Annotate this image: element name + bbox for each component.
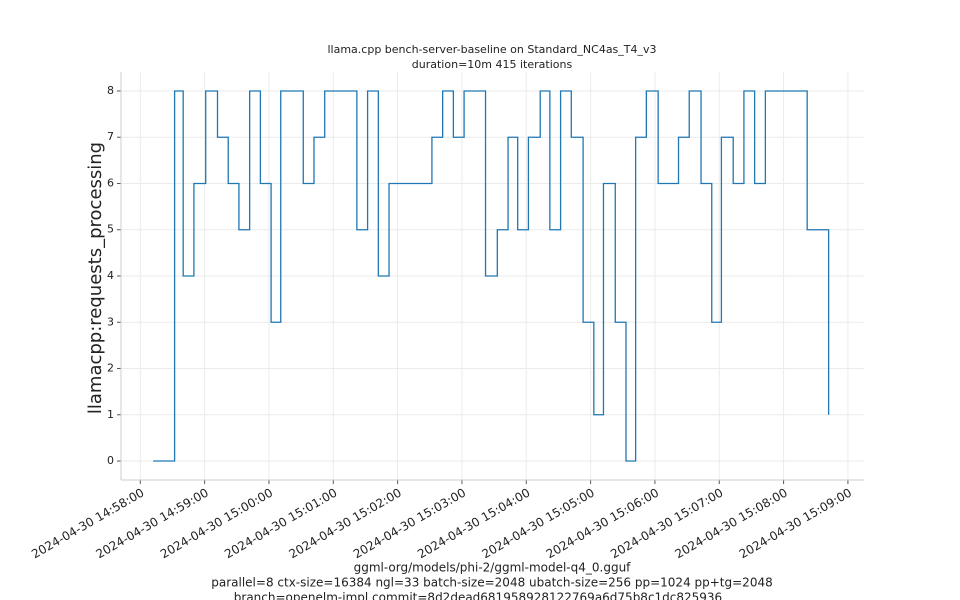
y-tick-label: 5 xyxy=(107,223,114,236)
data-line xyxy=(153,90,830,462)
x-tick-label: 2024-04-30 15:04:00 xyxy=(415,486,532,562)
x-tick-label: 2024-04-30 15:07:00 xyxy=(608,486,725,562)
x-tick-label: 2024-04-30 14:58:00 xyxy=(29,486,146,562)
y-tick-label: 0 xyxy=(107,454,114,467)
y-tick-label: 4 xyxy=(107,269,114,282)
y-tick-label: 6 xyxy=(107,176,114,189)
chart-title: llama.cpp bench-server-baseline on Stand… xyxy=(327,43,656,56)
x-tick-label: 2024-04-30 15:08:00 xyxy=(672,486,789,562)
footer-line: ggml-org/models/phi-2/ggml-model-q4_0.gg… xyxy=(354,561,632,575)
chart-subtitle: duration=10m 415 iterations xyxy=(412,58,573,71)
x-tick-label: 2024-04-30 15:06:00 xyxy=(544,486,661,562)
y-tick-label: 1 xyxy=(107,408,114,421)
y-tick-label: 8 xyxy=(107,84,114,97)
y-tick-label: 3 xyxy=(107,315,114,328)
y-tick-label: 7 xyxy=(107,130,114,143)
y-axis-label: llamacpp:requests_processing xyxy=(85,142,106,414)
x-tick-label: 2024-04-30 14:59:00 xyxy=(94,486,211,562)
footer-line: parallel=8 ctx-size=16384 ngl=33 batch-s… xyxy=(211,576,772,590)
x-tick-label: 2024-04-30 15:03:00 xyxy=(351,486,468,562)
y-tick-label: 2 xyxy=(107,362,114,375)
x-tick-label: 2024-04-30 15:09:00 xyxy=(737,486,854,562)
x-tick-label: 2024-04-30 15:05:00 xyxy=(479,486,596,562)
footer-line: branch=openelm-impl commit=8d2dead681958… xyxy=(234,591,722,600)
x-tick-label: 2024-04-30 15:02:00 xyxy=(286,486,403,562)
x-tick-label: 2024-04-30 15:00:00 xyxy=(158,486,275,562)
x-tick-label: 2024-04-30 15:01:00 xyxy=(222,486,339,562)
